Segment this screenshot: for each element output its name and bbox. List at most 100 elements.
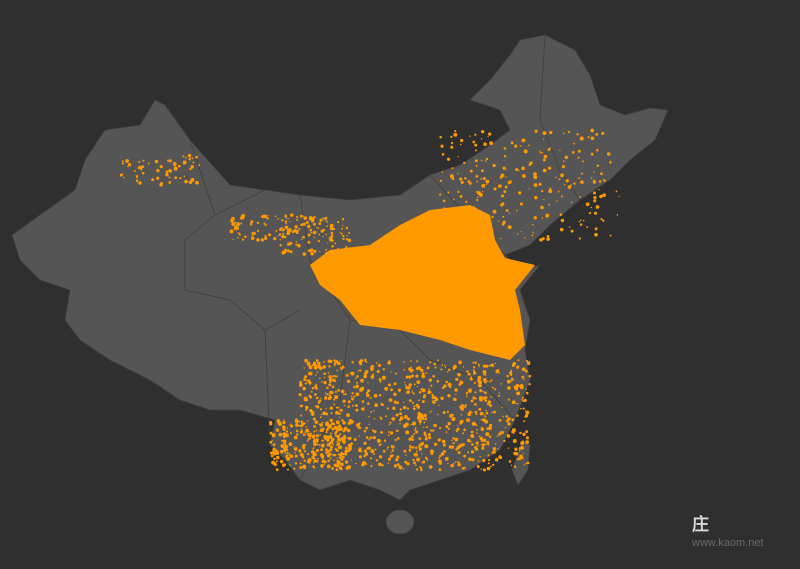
density-dot xyxy=(319,398,322,400)
density-dot xyxy=(486,466,491,471)
density-dot xyxy=(389,431,394,435)
density-dot xyxy=(441,171,444,173)
density-dot xyxy=(138,161,141,164)
density-dot xyxy=(525,436,530,440)
density-dot xyxy=(275,229,278,232)
density-dot xyxy=(334,375,337,378)
density-dot xyxy=(411,435,414,438)
density-dot xyxy=(361,463,365,467)
density-dot xyxy=(449,229,453,233)
density-dot xyxy=(308,361,310,363)
density-dot xyxy=(303,379,306,382)
density-dot xyxy=(411,438,415,441)
density-dot xyxy=(502,415,505,418)
density-dot xyxy=(282,232,285,235)
density-dot xyxy=(397,388,402,392)
density-dot xyxy=(421,372,425,376)
density-dot xyxy=(341,227,344,230)
density-dot xyxy=(351,360,354,364)
density-dot xyxy=(331,385,335,389)
density-dot xyxy=(426,458,429,461)
density-dot xyxy=(310,450,315,455)
density-dot xyxy=(306,440,309,442)
density-dot xyxy=(276,218,279,221)
density-dot xyxy=(490,396,493,398)
density-dot xyxy=(327,443,330,446)
density-dot xyxy=(414,426,417,429)
density-dot xyxy=(342,224,344,227)
density-dot xyxy=(453,132,458,137)
density-dot xyxy=(557,190,560,193)
density-dot xyxy=(542,237,545,239)
density-dot xyxy=(609,161,612,164)
density-dot xyxy=(172,162,177,166)
density-dot xyxy=(174,176,178,180)
density-dot xyxy=(468,412,471,415)
density-dot xyxy=(451,418,454,421)
density-dot xyxy=(486,402,490,406)
density-dot xyxy=(441,364,444,366)
density-dot xyxy=(510,141,514,145)
density-dot xyxy=(433,362,437,366)
density-dot xyxy=(491,386,494,389)
density-dot xyxy=(325,421,330,426)
density-dot xyxy=(319,434,321,436)
density-dot xyxy=(400,416,404,420)
density-dot xyxy=(519,431,522,435)
density-dot xyxy=(525,462,528,465)
density-dot xyxy=(168,176,171,179)
density-dot xyxy=(521,368,524,371)
density-dot xyxy=(498,392,501,394)
density-dot xyxy=(480,427,485,432)
density-dot xyxy=(299,452,304,457)
density-dot xyxy=(540,205,544,210)
density-dot xyxy=(539,238,543,242)
density-dot xyxy=(417,411,421,416)
density-dot xyxy=(336,444,338,447)
density-dot xyxy=(442,410,446,415)
density-dot xyxy=(286,468,289,471)
density-dot xyxy=(234,221,237,224)
density-dot xyxy=(519,145,522,147)
density-dot xyxy=(468,457,472,462)
density-dot xyxy=(440,452,445,456)
density-dot xyxy=(313,365,318,370)
density-dot xyxy=(331,244,334,248)
density-dot xyxy=(433,423,437,428)
density-dot xyxy=(478,435,481,438)
density-dot xyxy=(159,165,163,169)
density-dot xyxy=(382,368,386,371)
density-dot xyxy=(364,372,368,376)
density-dot xyxy=(593,171,595,173)
density-dot xyxy=(368,423,371,426)
density-dot xyxy=(274,215,277,218)
density-dot xyxy=(603,179,606,182)
density-dot xyxy=(440,144,444,148)
density-dot xyxy=(326,220,329,223)
density-dot xyxy=(458,214,461,217)
density-dot xyxy=(464,406,467,409)
density-dot xyxy=(354,404,358,407)
density-dot xyxy=(353,395,356,398)
density-dot xyxy=(457,451,461,455)
density-dot xyxy=(445,380,448,384)
density-dot xyxy=(548,190,552,194)
density-dot xyxy=(328,365,331,368)
density-dot xyxy=(479,411,484,416)
density-dot xyxy=(477,363,480,366)
density-dot xyxy=(444,364,446,367)
density-dot xyxy=(462,366,465,368)
density-dot xyxy=(528,383,531,386)
density-dot xyxy=(495,369,500,374)
density-dot xyxy=(378,455,383,459)
density-dot xyxy=(562,132,565,135)
density-dot xyxy=(452,442,455,445)
density-dot xyxy=(325,251,329,256)
density-dot xyxy=(474,143,478,147)
density-dot xyxy=(415,464,417,467)
density-dot xyxy=(305,426,308,428)
density-dot xyxy=(381,375,386,380)
density-dot xyxy=(485,411,489,415)
density-dot xyxy=(533,216,537,220)
density-dot xyxy=(492,209,497,214)
